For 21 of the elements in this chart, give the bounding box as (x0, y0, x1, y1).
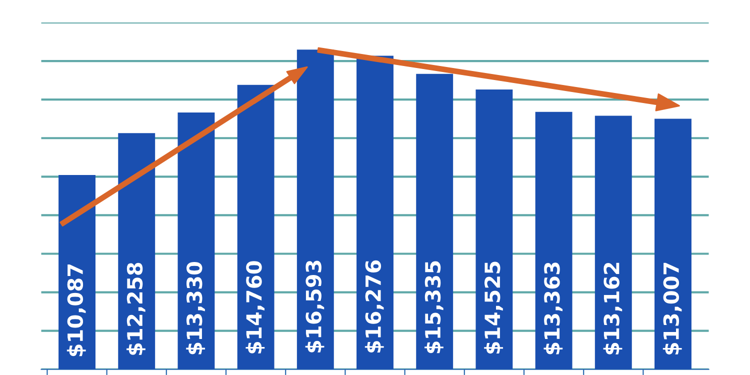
data-label: $14,760 (246, 261, 265, 354)
data-label: $13,330 (186, 262, 206, 354)
bar (476, 89, 513, 370)
data-label: $14,525 (484, 262, 504, 354)
bar (416, 74, 454, 370)
bar (118, 133, 156, 370)
bar (654, 118, 692, 370)
data-label: $10,087 (66, 264, 86, 356)
bar (594, 116, 632, 370)
bar (178, 112, 215, 370)
bar (237, 84, 274, 370)
data-label: $16,276 (364, 260, 384, 353)
data-label: $13,363 (544, 262, 563, 354)
bar (356, 56, 394, 370)
data-label: $12,258 (126, 262, 146, 355)
data-label: $13,162 (603, 262, 622, 354)
data-label: $13,007 (662, 262, 682, 354)
bar (535, 112, 572, 370)
data-label: $15,335 (424, 261, 444, 354)
bar (296, 50, 334, 370)
data-label: $16,593 (305, 260, 324, 352)
